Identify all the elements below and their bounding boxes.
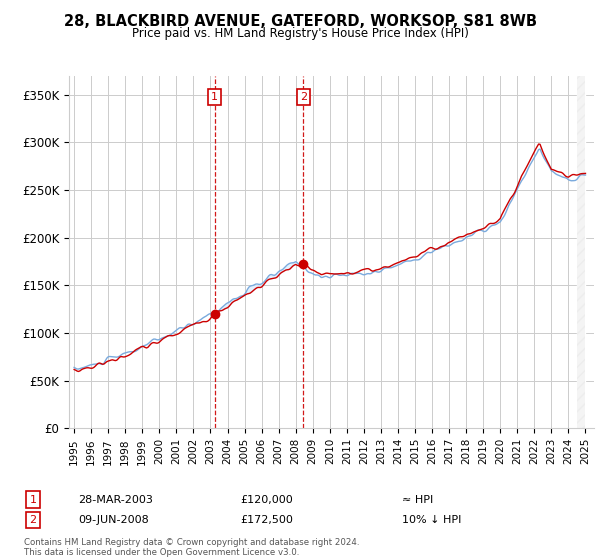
- Text: 2: 2: [29, 515, 37, 525]
- Text: 2: 2: [299, 92, 307, 102]
- Text: 10% ↓ HPI: 10% ↓ HPI: [402, 515, 461, 525]
- Text: Price paid vs. HM Land Registry's House Price Index (HPI): Price paid vs. HM Land Registry's House …: [131, 27, 469, 40]
- Text: Contains HM Land Registry data © Crown copyright and database right 2024.
This d: Contains HM Land Registry data © Crown c…: [24, 538, 359, 557]
- Text: £172,500: £172,500: [240, 515, 293, 525]
- Text: £120,000: £120,000: [240, 494, 293, 505]
- Text: 28-MAR-2003: 28-MAR-2003: [78, 494, 153, 505]
- Text: 1: 1: [211, 92, 218, 102]
- Text: 28, BLACKBIRD AVENUE, GATEFORD, WORKSOP, S81 8WB: 28, BLACKBIRD AVENUE, GATEFORD, WORKSOP,…: [64, 14, 536, 29]
- Text: 09-JUN-2008: 09-JUN-2008: [78, 515, 149, 525]
- Text: ≈ HPI: ≈ HPI: [402, 494, 433, 505]
- Text: 1: 1: [29, 494, 37, 505]
